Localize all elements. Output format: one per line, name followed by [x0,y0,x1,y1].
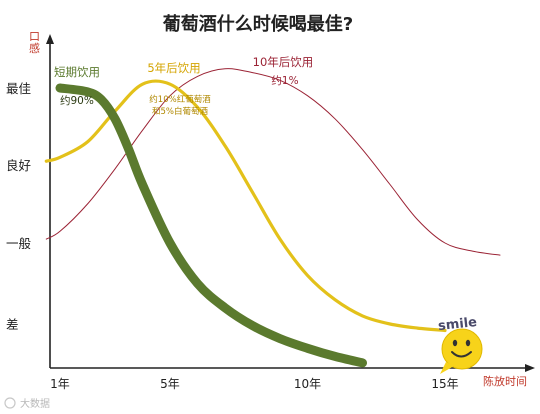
chart-title: 葡萄酒什么时候喝最佳? [162,13,353,35]
y-tick-label: 良好 [6,158,31,173]
series-label-five: 5年后饮用 [147,61,200,75]
y-axis-label-top: 口 [29,30,40,43]
smile-sticker: smile [437,315,483,374]
x-tick-labels: 1年 5年 10年 15年 [50,377,458,391]
x-tick-label: 1年 [50,377,70,391]
smiley-eye-left-icon [452,339,458,347]
series-note-five-line1: 约10%红葡萄酒 [149,94,211,105]
series-label-ten: 10年后饮用 [253,55,314,69]
series-note-five-line2: 和5%白葡萄酒 [152,106,208,117]
speech-tail-icon [440,362,454,374]
y-axis-arrow [46,34,54,44]
watermark-text: 大数据 [20,397,50,410]
series-note-short: 约90% [60,94,94,107]
x-tick-label: 5年 [160,377,180,391]
x-axis-label: 陈放时间 [483,374,527,388]
smiley-mouth-icon [451,351,472,358]
series-line-ten-year [45,68,501,256]
watermark: 大数据 [4,397,50,410]
series-line-short-term [55,83,367,368]
smiley-eye-right-icon [465,339,471,347]
y-tick-label: 最佳 [6,81,31,96]
watermark-logo-icon [4,397,16,409]
smiley-face-icon [441,328,483,370]
sticker-text: smile [437,315,478,334]
x-tick-label: 10年 [294,377,321,391]
y-tick-label: 一般 [6,236,32,251]
series-line-five-year [44,79,447,333]
y-tick-label: 差 [6,317,19,332]
series-label-short: 短期饮用 [54,65,100,79]
y-axis-label-bottom: 感 [29,42,40,55]
x-axis-arrow [525,364,535,372]
series-lines [44,68,501,368]
series-note-ten: 约1% [271,74,298,87]
x-tick-label: 15年 [431,377,458,391]
